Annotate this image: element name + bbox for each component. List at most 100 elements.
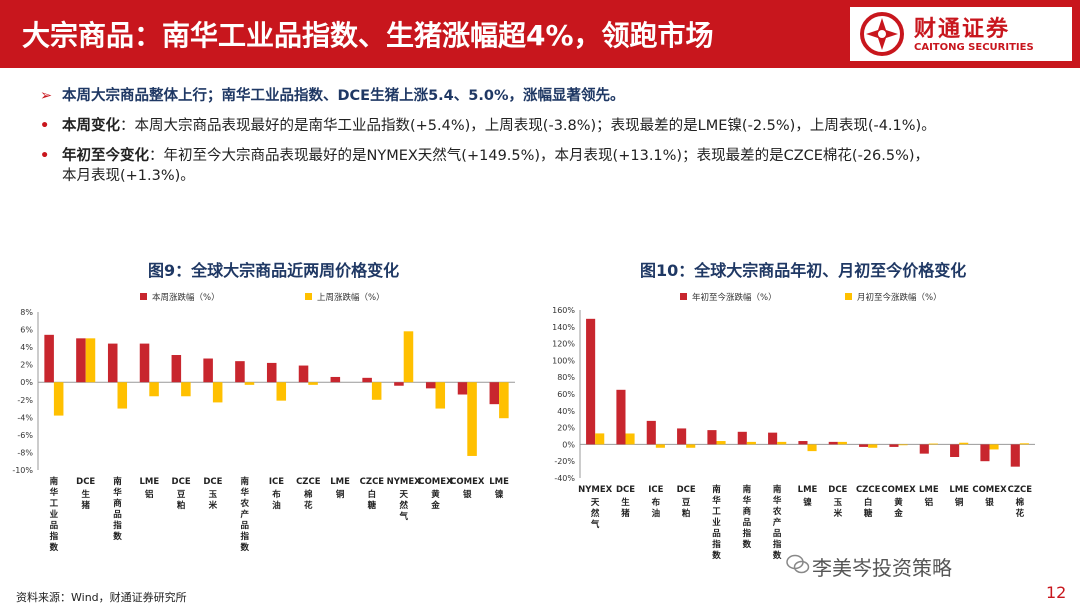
bar [716,441,726,445]
bar [737,431,747,445]
x-tick-label-part: 南 [50,476,59,487]
y-tick-label: -2% [17,396,33,405]
x-tick-label: 南华商品指数 [743,484,752,550]
logo-text-cn: 财通证券 [914,17,1011,42]
x-tick-label-part: 南 [113,476,122,487]
x-tick-label-part: 银 [462,489,472,500]
x-tick-label-part: 花 [1016,508,1025,519]
x-tick-label-part: 布 [651,497,661,508]
x-tick-label-part: 品 [743,518,752,528]
logo-text-en: CAITONG SECURITIES [914,42,1034,53]
legend-swatch [305,293,312,300]
x-tick-label-part: 品 [50,521,59,531]
legend-label: 年初至今涨跌幅（%） [692,292,777,303]
x-tick-label-part: 指 [113,520,122,531]
bar [308,382,318,385]
bar [959,442,969,445]
x-tick-label-part: CZCE [856,485,881,495]
x-tick-label-part: DCE [76,477,95,487]
x-tick-label-part: 华 [113,487,122,498]
bar [53,382,64,416]
legend-label: 本周涨跌幅（%） [152,292,220,303]
x-tick-label-part: 豆 [177,490,186,500]
bar [499,382,509,419]
bar [212,382,223,403]
weekly-change-text: ：本周大宗商品表现最好的是南华工业品指数(+5.4%)，上周表现(-3.8%)；… [120,118,936,134]
x-tick-label-part: DCE [203,477,222,487]
x-tick-label-part: 粕 [682,508,691,519]
x-tick-label-part: 天 [399,490,408,500]
x-tick-label: CZCE 白糖 [360,477,385,511]
x-tick-label-part: 数 [773,550,782,561]
bar [1010,444,1020,467]
legend-label: 月初至今涨跌幅（%） [857,292,942,303]
x-tick-label-part: 镍 [803,497,812,508]
y-tick-label: 6% [20,326,33,335]
legend-swatch [680,293,687,300]
x-tick-label-part: 农 [772,506,782,517]
x-tick-label-part: DCE [172,477,191,487]
y-tick-label: -6% [17,431,33,440]
x-tick-label-part: DCE [828,485,847,495]
y-tick-label: 140% [552,323,575,332]
x-tick-label-part: 南 [743,484,752,495]
x-tick-label: LME 铜 [330,477,350,500]
x-tick-label-part: 玉 [209,490,218,500]
x-tick-label-part: DCE [616,485,635,495]
x-tick-label-part: NYMEX [578,485,613,495]
x-tick-label-part: 商 [743,506,752,517]
bar [171,355,182,383]
x-tick-label-part: 猪 [80,500,90,511]
x-tick-label-part: LME [798,485,818,495]
x-tick-label-part: 豆 [682,498,691,508]
bullet-ytd-change: • 年初至今变化：年初至今大宗商品表现最好的是NYMEX天然气(+149.5%)… [40,146,1050,186]
summary-bullets: ➢ 本周大宗商品整体上行；南华工业品指数、DCE生猪上涨5.4、5.0%，涨幅显… [40,86,1050,196]
bar [707,430,717,445]
bar [1019,443,1029,445]
x-tick-label-part: 数 [712,550,721,561]
x-tick-label-part: DCE [677,485,696,495]
x-tick-label-part: 工 [50,499,59,509]
x-tick-label-part: LME [919,485,939,495]
chart1-title: 图9：全球大宗商品近两周价格变化 [148,261,400,280]
x-tick-label-part: 棉 [1016,497,1025,508]
x-tick-label-part: 华 [773,495,782,506]
x-tick-label-part: 华 [240,487,249,498]
ytd-change-text: ：年初至今大宗商品表现最好的是NYMEX天然气(+149.5%)，本月表现(+1… [149,148,930,164]
x-tick-label-part: 农 [239,498,249,509]
x-tick-label-part: 铜 [955,497,964,508]
bar [595,433,605,445]
bar [181,382,191,397]
x-tick-label-part: 天 [591,498,600,508]
x-tick-label-part: 金 [430,500,440,511]
x-tick-label-part: 镍 [495,489,504,500]
summary-text: 本周大宗商品整体上行；南华工业品指数、DCE生猪上涨5.4、5.0%，涨幅显著领… [62,88,625,104]
company-logo: 财通证券 CAITONG SECURITIES [850,7,1072,61]
bar [149,382,159,397]
bar [768,432,778,445]
x-tick-label: DCE 生猪 [616,485,635,519]
x-tick-label: CZCE 棉花 [1008,485,1033,519]
y-tick-label: 160% [552,306,575,315]
x-tick-label-part: 指 [240,531,249,542]
x-tick-label-part: 油 [272,500,281,511]
x-tick-label: 南华工业品指数 [712,484,721,561]
x-tick-label-part: 米 [834,508,843,519]
bar [980,444,990,462]
x-tick-label-part: 金 [893,508,903,519]
bar [677,428,687,445]
x-tick-label: ICE 布油 [269,477,284,511]
x-tick-label-part: 产 [773,517,782,528]
bar [616,389,626,445]
bar [403,331,414,383]
bar [244,382,255,385]
bar [828,441,838,445]
x-tick-label-part: 铝 [925,497,934,508]
bar [625,433,635,445]
chart2-ytd-mtd-change: 年初至今涨跌幅（%） 月初至今涨跌幅（%） 160% 140% 120% 100% 80% 6… [552,292,1035,561]
dot-bullet-icon: • [40,148,50,164]
x-tick-label-part: LME [949,485,969,495]
y-tick-label: 80% [557,373,575,382]
x-tick-label: 南华农产品指数 [772,484,782,561]
arrow-bullet-icon: ➢ [40,88,53,104]
